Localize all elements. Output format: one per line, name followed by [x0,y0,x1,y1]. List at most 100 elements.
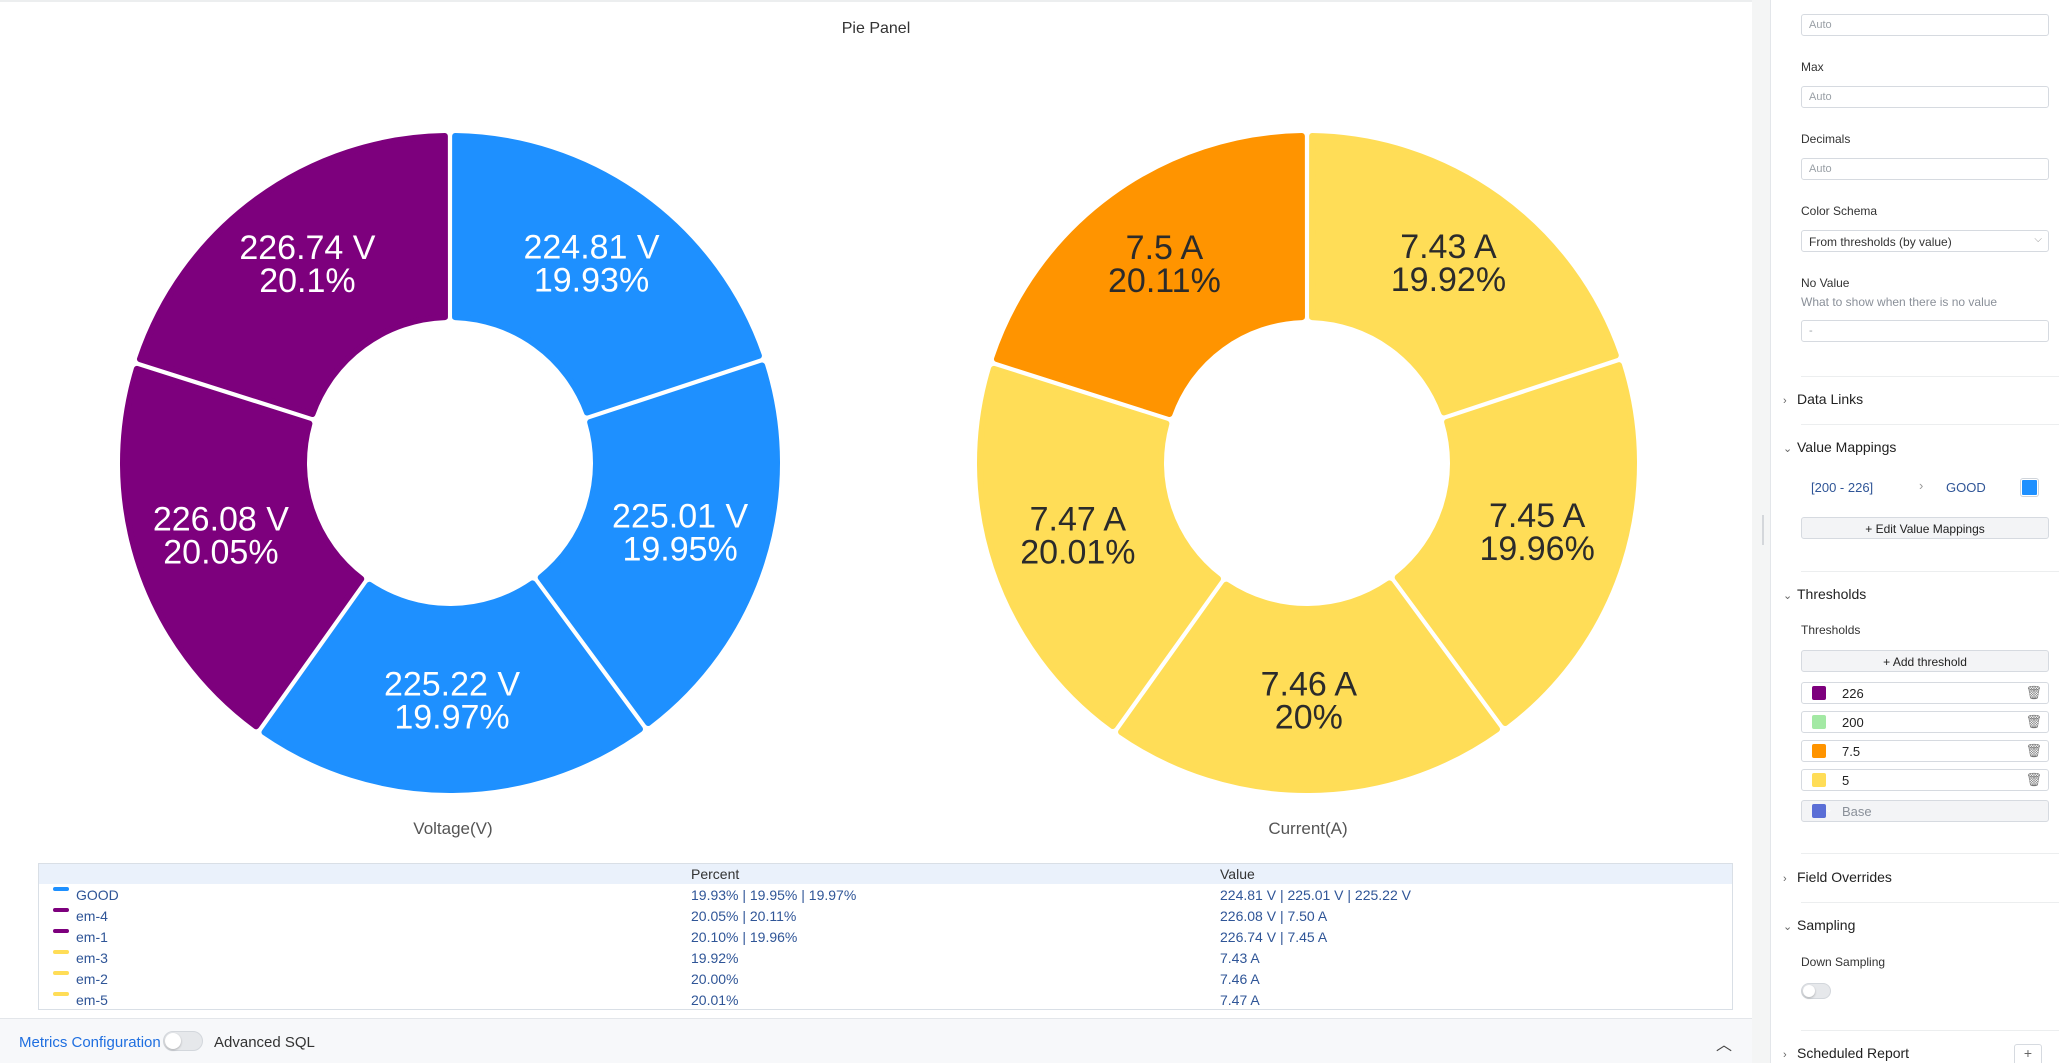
options-sidebar: Auto Max Auto Decimals Auto Color Schema… [1770,0,2068,1063]
decimals-input[interactable]: Auto [1801,158,2049,180]
value-mappings-section[interactable]: ⌄ Value Mappings [1783,439,1896,455]
trash-icon[interactable]: 🗑 [2025,714,2042,729]
slice-percent-label: 20.1% [259,262,355,300]
color-schema-label: Color Schema [1801,204,1878,218]
slice-value-label: 226.08 V [153,500,289,538]
no-value-input[interactable]: - [1801,320,2049,342]
legend-value: 7.46 A [1220,971,1260,987]
thresholds-section-label: Thresholds [1797,586,1867,602]
threshold-color-swatch[interactable]: ⌄ [1812,773,1833,787]
threshold-value[interactable]: 5 [1842,773,1850,788]
resize-handle[interactable] [1762,515,1764,545]
legend-name: em-3 [76,950,108,966]
data-links-section[interactable]: › Data Links [1783,391,1863,407]
legend-row[interactable]: em-5 20.01% 7.47 A [39,989,1732,1009]
pie-slice[interactable] [993,133,1305,417]
threshold-value[interactable]: 226 [1842,686,1864,701]
divider [1801,853,2059,854]
mapping-range: [200 - 226] [1811,480,1874,495]
max-input[interactable]: Auto [1801,86,2049,108]
min-input[interactable]: Auto [1801,14,2049,36]
threshold-color-swatch[interactable]: ⌄ [1812,686,1833,700]
slice-percent-label: 20.01% [1020,533,1135,571]
pie-slice[interactable] [136,133,448,418]
edit-value-mappings-button[interactable]: + Edit Value Mappings [1801,517,2049,539]
trash-icon[interactable]: 🗑 [2025,685,2042,700]
pie-title-current: Current(A) [1268,819,1348,838]
chevron-down-icon: ⌄ [1783,590,1793,602]
plus-icon: + [1865,522,1876,536]
mapping-color-swatch[interactable] [2021,479,2038,496]
legend-name: em-5 [76,992,108,1008]
pie-slice[interactable] [1394,362,1637,727]
chevron-down-icon: ⌵ [2034,234,2042,245]
plus-icon: + [1883,655,1893,669]
chevron-down-icon: ⌄ [1783,921,1793,933]
field-overrides-section[interactable]: › Field Overrides [1783,869,1892,885]
legend-swatch [53,992,69,996]
chevron-up-icon[interactable]: ︿ [1716,1037,1733,1054]
sampling-label: Sampling [1797,917,1856,933]
slice-value-label: 7.43 A [1400,228,1497,266]
value-mapping-row[interactable]: [200 - 226] › GOOD [1801,474,2049,502]
pie-slice[interactable] [977,365,1222,730]
chevron-right-icon: › [1783,1049,1787,1061]
threshold-color-swatch[interactable]: ⌄ [1812,715,1833,729]
threshold-row[interactable]: ⌄ 200 🗑 [1801,711,2049,733]
threshold-row[interactable]: ⌄ 7.5 🗑 [1801,740,2049,762]
toggle-knob [165,1033,181,1049]
scheduled-report-section[interactable]: › Scheduled Report [1783,1045,1909,1061]
threshold-row[interactable]: ⌄ 5 🗑 [1801,769,2049,791]
thresholds-section[interactable]: ⌄ Thresholds [1783,586,1866,602]
slice-value-label: 7.5 A [1126,229,1204,267]
base-color-swatch[interactable]: ⌄ [1812,804,1833,818]
slice-percent-label: 19.97% [394,698,509,736]
pie-slice[interactable] [120,365,365,730]
threshold-row[interactable]: ⌄ 226 🗑 [1801,682,2049,704]
legend-percent: 20.00% [691,971,739,987]
advanced-sql-toggle[interactable] [163,1031,203,1051]
legend-percent: 19.92% [691,950,739,966]
threshold-color-swatch[interactable]: ⌄ [1812,744,1833,758]
trash-icon[interactable]: 🗑 [2025,743,2042,758]
edit-value-mappings-label: Edit Value Mappings [1875,522,1985,536]
slice-percent-label: 19.96% [1479,530,1594,568]
threshold-base-row: ⌄ Base [1801,800,2049,822]
panel-title: Pie Panel [841,20,911,37]
down-sampling-toggle[interactable] [1801,983,1831,999]
legend-row[interactable]: em-1 20.10% | 19.96% 226.74 V | 7.45 A [39,926,1732,947]
chevron-down-icon: ⌄ [1825,773,1833,783]
legend-row[interactable]: em-4 20.05% | 20.11% 226.08 V | 7.50 A [39,905,1732,926]
sampling-section[interactable]: ⌄ Sampling [1783,917,1855,933]
legend-row[interactable]: em-3 19.92% 7.43 A [39,947,1732,968]
legend-row[interactable]: em-2 20.00% 7.46 A [39,968,1732,989]
add-threshold-button[interactable]: + Add threshold [1801,650,2049,672]
color-schema-select[interactable]: From thresholds (by value) ⌵ [1801,230,2049,252]
advanced-sql-label: Advanced SQL [214,1034,315,1051]
legend-row[interactable]: GOOD 19.93% | 19.95% | 19.97% 224.81 V | 2… [39,884,1732,905]
legend-rows: GOOD 19.93% | 19.95% | 19.97% 224.81 V | 2… [39,884,1732,1009]
threshold-value[interactable]: 200 [1842,715,1864,730]
add-scheduled-report-button[interactable]: + [2014,1044,2042,1063]
color-schema-value: From thresholds (by value) [1809,235,1952,249]
legend-name: em-4 [76,908,108,924]
no-value-label: No Value [1801,276,1850,290]
pie-slice[interactable] [1118,580,1500,793]
metrics-configuration-tab[interactable]: Metrics Configuration [19,1034,161,1051]
pie-slice[interactable] [261,580,643,793]
max-label: Max [1801,60,1824,74]
pie-slice[interactable] [452,133,762,416]
threshold-value[interactable]: 7.5 [1842,744,1861,759]
scheduled-report-label: Scheduled Report [1797,1045,1910,1061]
down-sampling-label: Down Sampling [1801,955,1886,969]
legend-swatch [53,950,69,954]
legend-name: em-2 [76,971,108,987]
slice-value-label: 225.22 V [384,665,520,703]
plus-icon: + [2023,1045,2033,1061]
pie-slice[interactable] [1309,133,1619,416]
legend-value: 226.08 V | 7.50 A [1220,908,1328,924]
trash-icon[interactable]: 🗑 [2025,772,2042,787]
pie-slice[interactable] [537,362,780,727]
mapping-text: GOOD [1946,480,1986,495]
value-mappings-label: Value Mappings [1797,439,1897,455]
